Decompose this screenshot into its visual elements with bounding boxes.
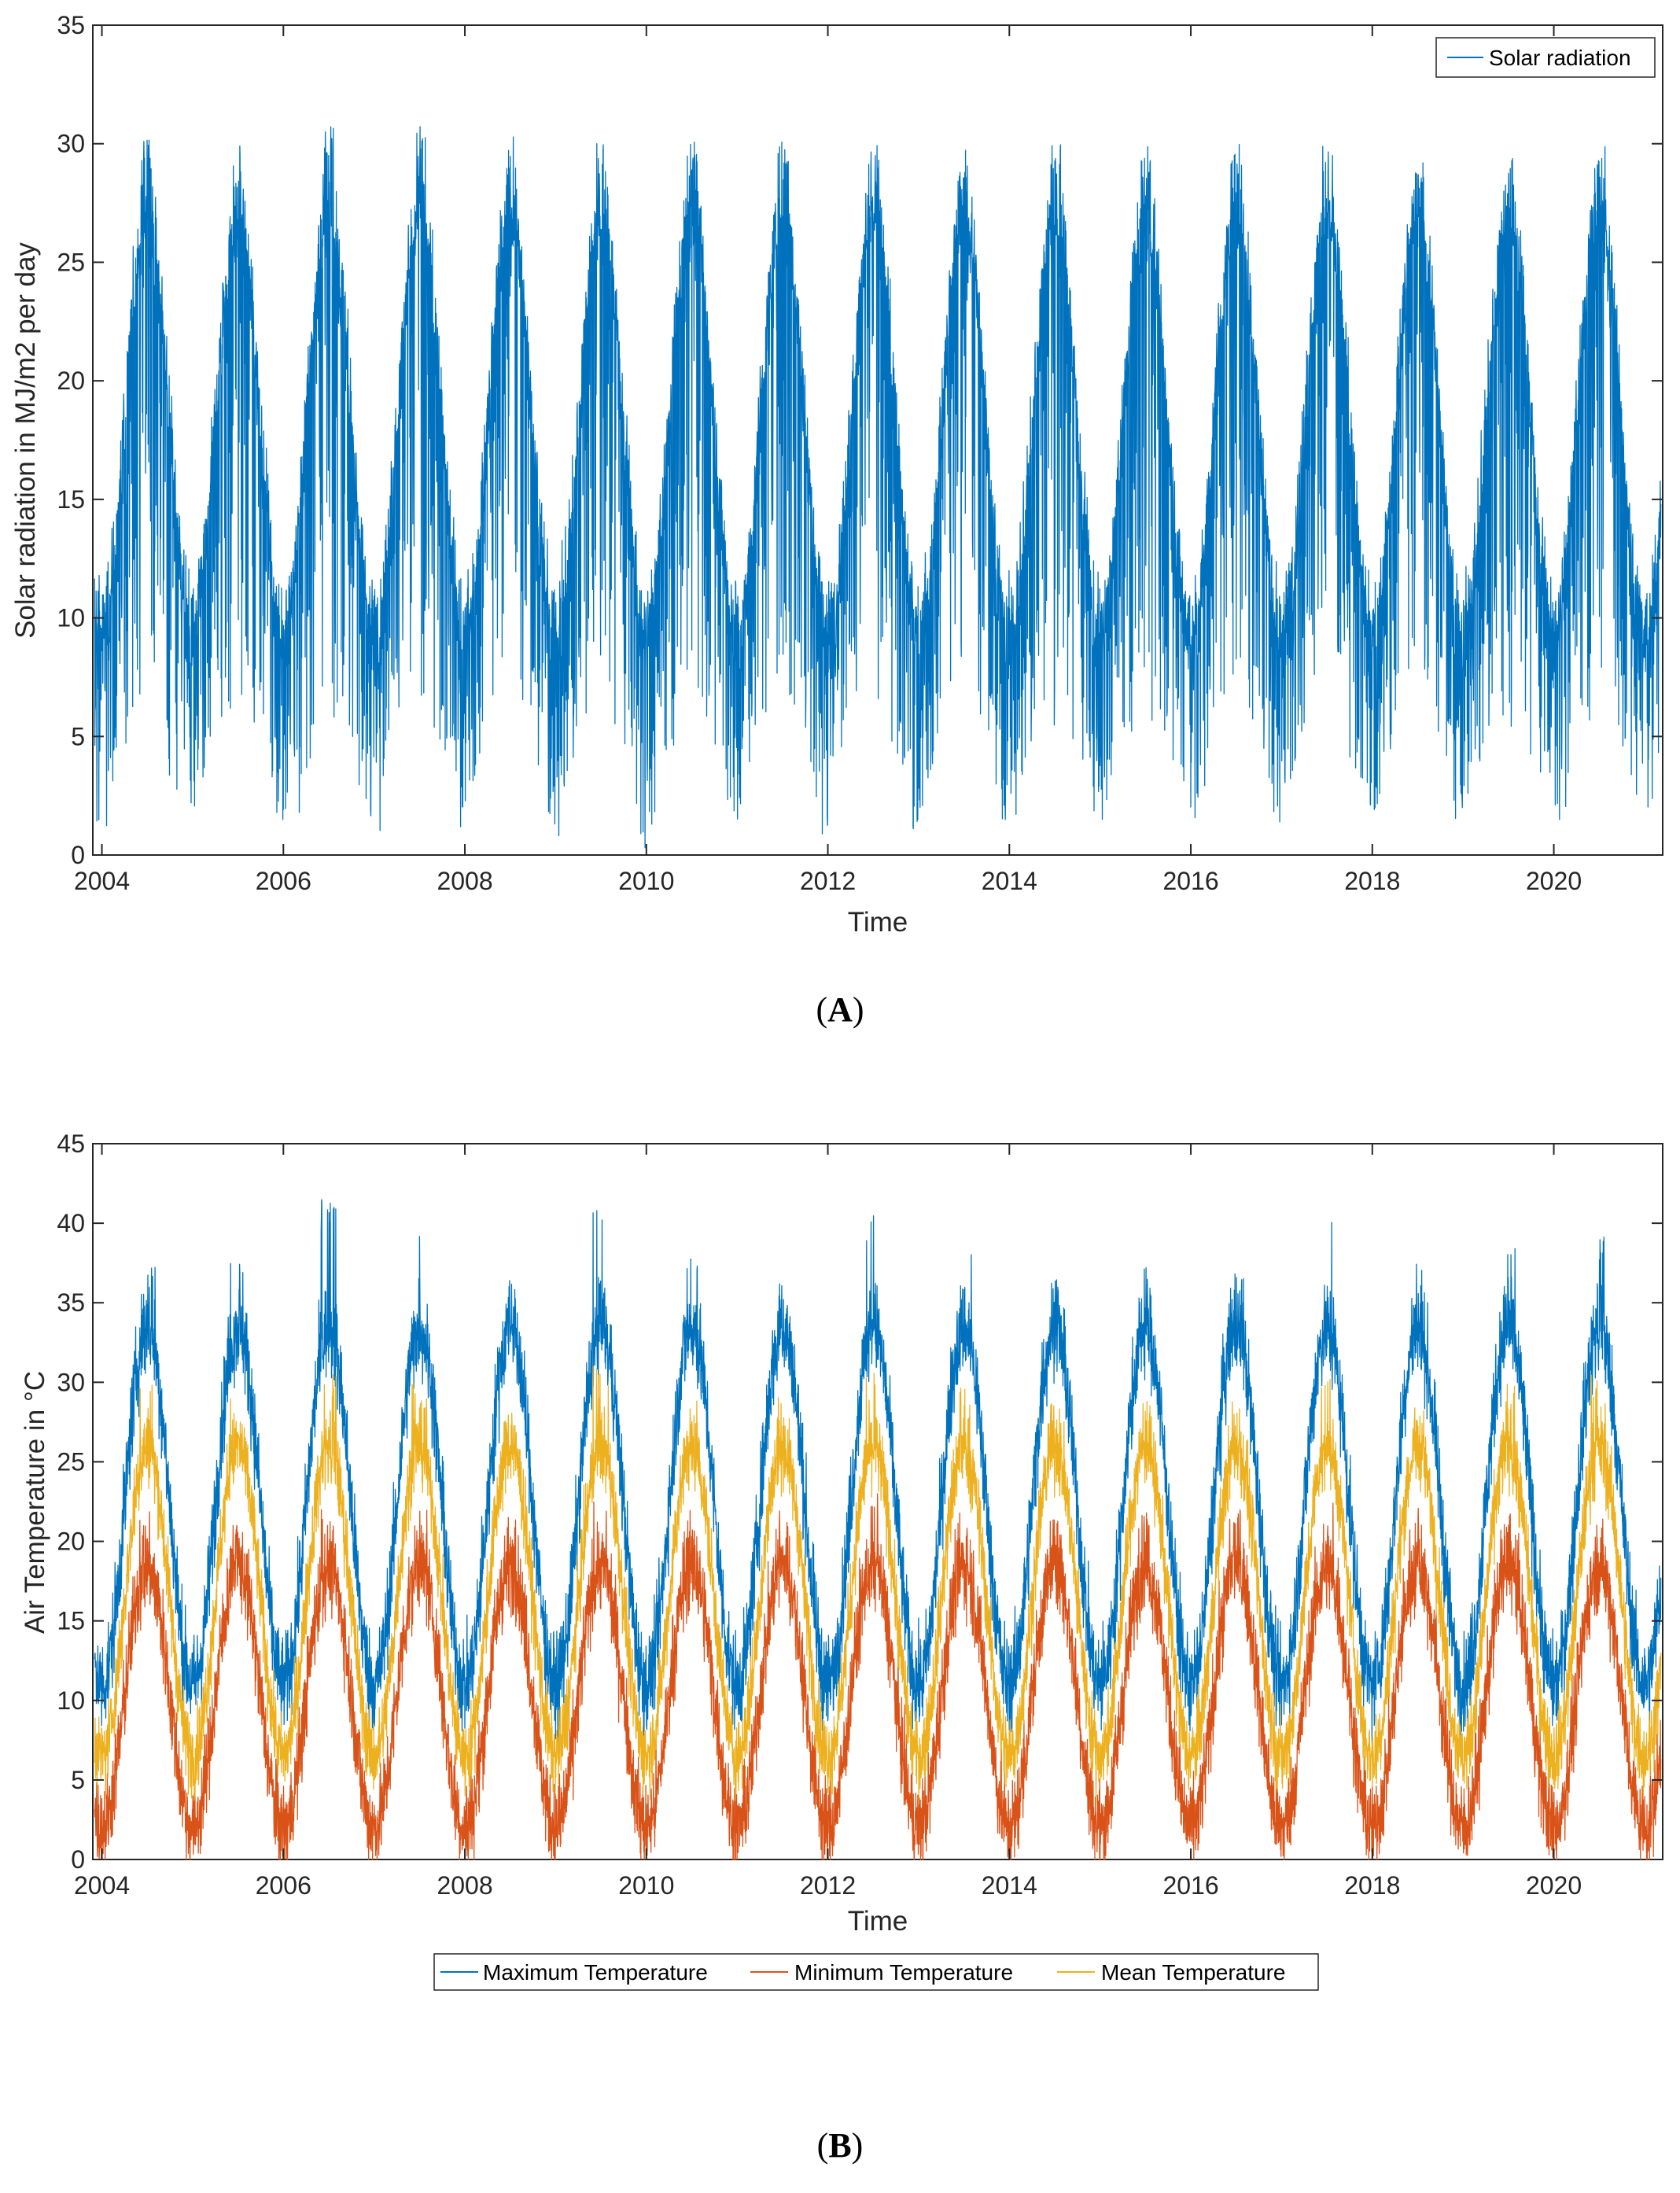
panel-a-legend: Solar radiation bbox=[1435, 37, 1656, 78]
panel-a-series-lines bbox=[94, 126, 1662, 849]
panel-b-x-tick-label: 2008 bbox=[437, 1871, 492, 1900]
panel-a-y-ticks: 0 5 10 15 20 25 30 35 bbox=[57, 11, 1663, 869]
panel-b-legend-box bbox=[433, 1953, 1319, 1991]
panel-b-y-tick-label: 25 bbox=[57, 1447, 85, 1476]
panel-a-series-solar-radiation bbox=[94, 126, 1662, 849]
panel-b-series-mean-temperature bbox=[94, 1366, 1662, 1804]
panel-b-label: (B) bbox=[817, 2126, 864, 2165]
panel-a-y-tick-label: 15 bbox=[57, 485, 85, 514]
panel-b-y-tick-label: 30 bbox=[57, 1368, 85, 1396]
panel-a-legend-label-solar: Solar radiation bbox=[1489, 46, 1631, 70]
panel-a-x-tick-label: 2010 bbox=[618, 867, 674, 895]
panel-b-x-tick-label: 2014 bbox=[982, 1871, 1037, 1900]
panel-a-y-tick-label: 35 bbox=[57, 11, 85, 39]
panel-a-x-tick-label: 2006 bbox=[256, 867, 311, 895]
panel-a-y-tick-label: 5 bbox=[71, 722, 85, 750]
panel-a-x-tick-label: 2016 bbox=[1162, 867, 1218, 895]
panel-b-x-tick-label: 2010 bbox=[618, 1871, 674, 1900]
panel-a-label: (A) bbox=[816, 990, 864, 1029]
panel-a-y-axis-title: Solar radiation in MJ/m2 per day bbox=[10, 242, 41, 639]
panel-a-x-axis-title: Time bbox=[848, 907, 908, 938]
panel-a-x-tick-label: 2014 bbox=[982, 867, 1037, 895]
panel-b-legend-label-max: Maximum Temperature bbox=[483, 1960, 708, 1985]
panel-b-legend-label-min: Minimum Temperature bbox=[794, 1960, 1013, 1985]
panel-b-legend: Maximum Temperature Minimum Temperature … bbox=[433, 1953, 1319, 1991]
panel-a-letter: A bbox=[827, 990, 853, 1029]
panel-a-x-tick-label: 2008 bbox=[437, 867, 492, 895]
panel-b-x-ticks: 2004 2006 2008 2010 2012 2014 2016 2018 2020 bbox=[74, 1144, 1582, 1900]
panel-a-y-tick-label: 0 bbox=[71, 841, 85, 869]
panel-b-x-tick-label: 2006 bbox=[256, 1871, 311, 1900]
panel-b-x-tick-label: 2004 bbox=[74, 1871, 130, 1900]
panel-b-x-tick-label: 2020 bbox=[1526, 1871, 1582, 1900]
panel-b-legend-label-mean: Mean Temperature bbox=[1101, 1960, 1286, 1985]
panel-b-series-maximum-temperature bbox=[94, 1199, 1662, 1755]
panel-b-y-tick-label: 10 bbox=[57, 1686, 85, 1715]
panel-b-x-tick-label: 2018 bbox=[1344, 1871, 1400, 1900]
panel-a-y-tick-label: 20 bbox=[57, 367, 85, 395]
panel-b-series-lines bbox=[94, 1199, 1662, 1860]
panel-a-x-ticks: 2004 2006 2008 2010 2012 2014 2016 2018 2020 bbox=[74, 25, 1582, 895]
panel-b-y-tick-label: 40 bbox=[57, 1209, 85, 1237]
panel-b-series-minimum-temperature bbox=[94, 1493, 1662, 1860]
panel-a-x-tick-label: 2004 bbox=[74, 867, 130, 895]
panel-b-y-axis-title: Air Temperature in °C bbox=[20, 1371, 50, 1634]
panel-a-x-tick-label: 2012 bbox=[800, 867, 856, 895]
panel-b-x-axis-title: Time bbox=[848, 1906, 908, 1937]
panel-a-x-tick-label: 2018 bbox=[1344, 867, 1400, 895]
panel-b-y-tick-label: 35 bbox=[57, 1288, 85, 1317]
panel-b-y-ticks: 0 5 10 15 20 25 30 35 40 45 bbox=[57, 1130, 1663, 1874]
panel-b-y-tick-label: 5 bbox=[71, 1766, 85, 1794]
panel-b-letter: B bbox=[828, 2126, 851, 2165]
panel-a-y-tick-label: 30 bbox=[57, 130, 85, 158]
panel-b-y-tick-label: 20 bbox=[57, 1528, 85, 1556]
panel-b-y-tick-label: 0 bbox=[71, 1845, 85, 1874]
panel-b-y-tick-label: 45 bbox=[57, 1130, 85, 1158]
panel-a-y-tick-label: 25 bbox=[57, 248, 85, 276]
panel-b-x-tick-label: 2016 bbox=[1162, 1871, 1218, 1900]
panel-b-x-tick-label: 2012 bbox=[800, 1871, 856, 1900]
panel-a-x-tick-label: 2020 bbox=[1526, 867, 1582, 895]
panel-a-y-tick-label: 10 bbox=[57, 604, 85, 632]
panel-b-y-tick-label: 15 bbox=[57, 1607, 85, 1635]
